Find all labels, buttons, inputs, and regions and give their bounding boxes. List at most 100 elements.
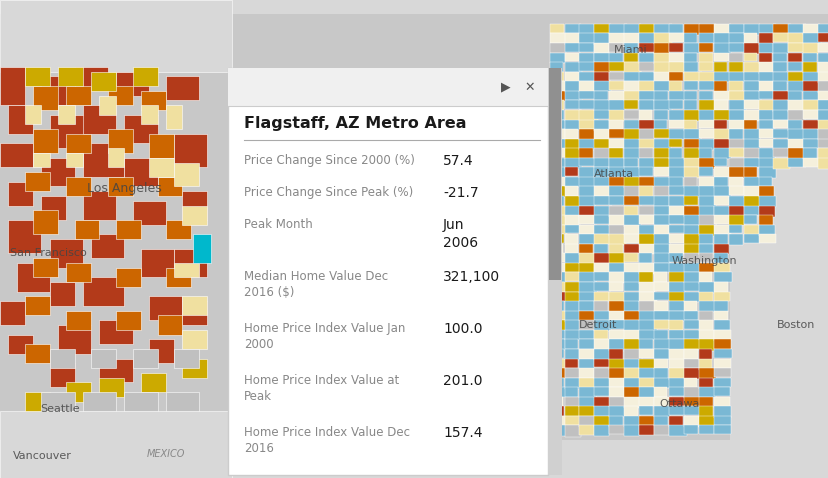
Bar [623,272,640,283]
Bar [609,120,622,130]
Text: Jun
2006: Jun 2006 [442,218,478,250]
Bar [653,81,669,91]
Bar [638,215,652,224]
Bar [579,43,593,52]
Bar [802,110,818,119]
Bar [758,110,773,120]
Bar [549,406,563,416]
Bar [609,167,626,177]
Bar [638,120,654,129]
Bar [802,139,820,148]
Bar [609,378,623,387]
Bar [564,339,577,348]
Bar [8,105,33,134]
Bar [549,387,565,397]
Bar [653,120,667,129]
Bar [549,53,564,63]
Bar [166,268,190,287]
Bar [653,53,669,64]
Bar [579,120,597,130]
Bar [683,387,700,398]
Bar [698,301,715,312]
Bar [668,62,683,73]
Bar [132,67,157,86]
Bar [33,210,58,234]
Bar [668,206,683,216]
Bar [33,129,58,153]
Bar [609,244,622,254]
Bar [683,100,696,110]
Bar [713,234,727,245]
Bar [668,368,686,380]
Bar [594,234,612,243]
Bar [549,196,564,206]
Bar [638,406,652,415]
Bar [623,253,638,262]
Bar [668,416,682,427]
Bar [564,406,578,416]
Bar [564,244,578,254]
Bar [623,24,641,35]
Bar [668,330,684,339]
Bar [579,406,593,416]
Bar [623,43,638,54]
Bar [564,225,580,233]
Bar [713,330,730,341]
Bar [549,129,565,139]
Bar [743,62,760,74]
Bar [564,24,580,33]
Bar [743,72,759,81]
Bar [564,91,581,100]
Bar [166,392,199,411]
Text: Washington: Washington [671,256,736,265]
Text: Home Price Index Value Jan
2000: Home Price Index Value Jan 2000 [243,322,405,351]
Bar [713,139,729,150]
Text: Boston: Boston [776,320,814,330]
Bar [564,148,580,159]
Bar [594,177,612,186]
Bar [653,72,669,82]
Bar [683,24,699,34]
Bar [773,43,787,54]
Bar [817,53,828,63]
Bar [653,91,667,101]
Bar [713,244,729,254]
Bar [668,263,684,274]
Bar [713,368,730,377]
Bar [623,330,639,340]
Bar [564,167,578,176]
Bar [728,234,743,245]
Bar [653,148,668,158]
Bar [609,206,624,217]
Bar [713,282,727,293]
Bar [683,120,696,131]
Text: ✕: ✕ [524,80,535,94]
Bar [698,215,715,226]
Bar [0,411,232,478]
Bar [623,425,638,436]
Bar [116,220,141,239]
Bar [594,387,611,396]
Bar [683,148,699,160]
Bar [564,139,579,150]
Bar [653,129,669,138]
Bar [594,62,609,72]
Bar [564,33,581,45]
Bar [787,129,803,141]
Bar [594,186,609,196]
Bar [594,72,609,83]
Bar [698,311,712,321]
Bar [594,282,610,291]
Bar [549,62,562,72]
Bar [758,139,774,147]
Bar [743,81,759,91]
Bar [668,91,685,99]
Bar [713,72,730,82]
Bar [817,43,828,52]
Bar [758,129,775,138]
Bar [0,143,33,167]
Bar [623,206,637,217]
Bar [579,397,596,407]
Bar [802,120,820,129]
Bar [698,339,713,351]
